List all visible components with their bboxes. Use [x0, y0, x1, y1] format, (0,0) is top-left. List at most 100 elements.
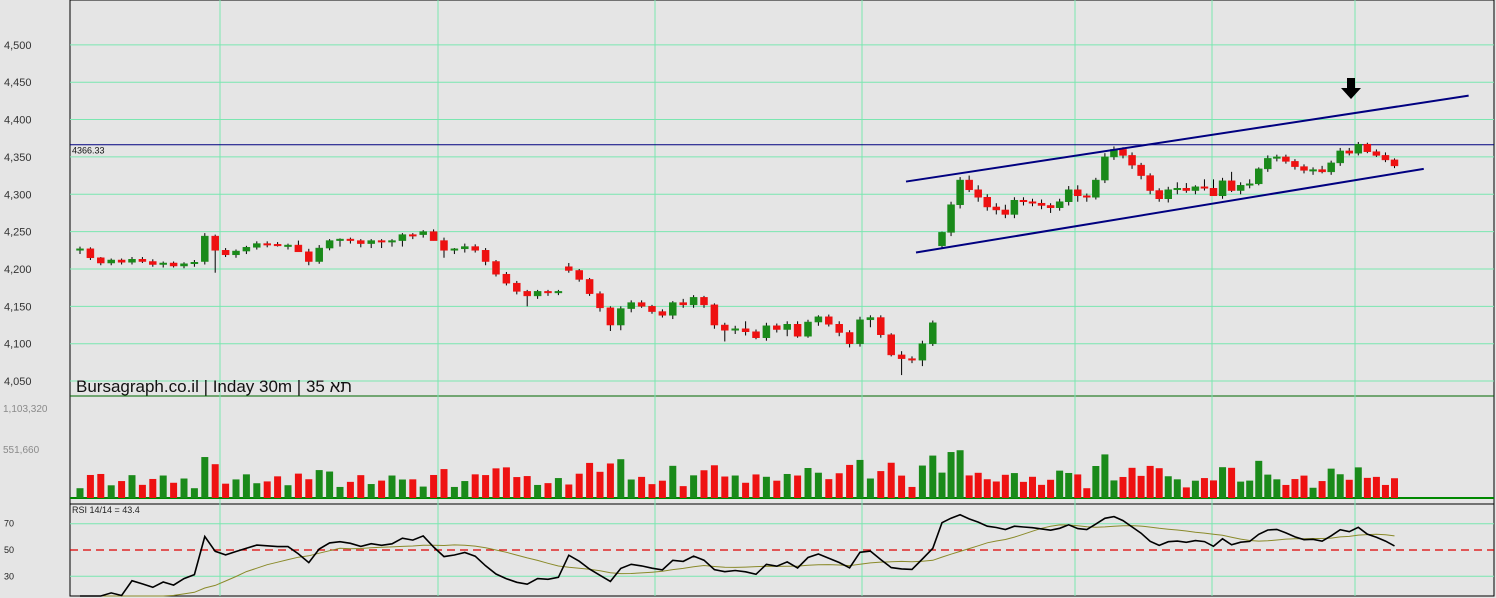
volume-tick-label: 1,103,320 — [3, 404, 48, 415]
candle-body — [284, 244, 292, 247]
y-tick-label: 4,300 — [4, 189, 32, 201]
candle-body — [689, 297, 698, 306]
volume-bar — [1282, 484, 1290, 498]
candle-body — [1336, 150, 1344, 164]
candle-body — [149, 261, 157, 265]
volume-bar — [1182, 487, 1190, 498]
candle-body — [221, 250, 230, 256]
candle-body — [357, 240, 365, 244]
candle-body — [762, 325, 771, 338]
y-tick-label: 4,350 — [4, 152, 32, 164]
rsi-title: RSI 14/14 = 43.4 — [72, 505, 140, 515]
volume-bar — [138, 484, 146, 498]
candle-body — [1327, 162, 1335, 173]
volume-bar — [617, 459, 625, 498]
candle-body — [752, 331, 760, 338]
volume-bar — [1309, 487, 1317, 498]
candle-body — [617, 308, 625, 326]
volume-bar — [1119, 476, 1127, 498]
candle-body — [825, 316, 833, 325]
candle-body — [679, 302, 687, 306]
volume-bar — [638, 476, 646, 498]
volume-bar — [346, 481, 354, 498]
volume-bar — [107, 485, 115, 498]
candle-body — [1318, 169, 1326, 173]
volume-bar — [1010, 473, 1018, 498]
volume-bar — [1318, 481, 1326, 498]
volume-bar — [731, 475, 739, 498]
candle-body — [513, 282, 521, 292]
candle-body — [565, 266, 573, 271]
volume-bar — [253, 483, 261, 498]
candle-body — [887, 334, 895, 356]
volume-bar — [388, 475, 396, 498]
volume-bar — [1336, 474, 1344, 498]
volume-bar — [586, 462, 594, 498]
volume-bar — [513, 477, 521, 498]
candle-body — [1200, 186, 1209, 189]
volume-bar — [471, 474, 479, 498]
candle-body — [1291, 161, 1299, 167]
volume-bar — [378, 480, 386, 498]
y-tick-label: 4,500 — [4, 40, 32, 52]
candle-body — [1101, 156, 1109, 181]
y-tick-label: 4,250 — [4, 227, 32, 239]
volume-bar — [1372, 476, 1380, 498]
candle-body — [190, 262, 199, 265]
candle-body — [159, 262, 167, 265]
candle-body — [1372, 151, 1381, 156]
candle-body — [1209, 188, 1218, 197]
volume-bar — [1110, 480, 1118, 498]
candle-body — [263, 243, 271, 246]
volume-bar — [534, 484, 542, 498]
volume-bar — [1210, 480, 1217, 498]
volume-bar — [700, 470, 708, 498]
candle-body — [938, 232, 946, 247]
volume-bar — [159, 475, 167, 498]
volume-bar — [419, 486, 427, 498]
candle-body — [721, 324, 729, 331]
volume-bar — [1128, 467, 1136, 498]
volume-bar — [336, 486, 344, 498]
candle-body — [211, 235, 219, 251]
volume-bar — [965, 475, 973, 498]
volume-tick-label: 551,660 — [3, 445, 40, 456]
volume-bar — [947, 452, 955, 498]
candle-body — [1182, 188, 1191, 191]
volume-bar — [1092, 466, 1100, 498]
volume-bar — [938, 472, 946, 498]
volume-bar — [898, 475, 906, 498]
candle-body — [1119, 149, 1127, 156]
candle-body — [325, 240, 334, 249]
volume-bar — [690, 475, 698, 498]
volume-bar — [887, 462, 895, 498]
candle-body — [606, 307, 615, 326]
candle-body — [1055, 201, 1064, 208]
candle-body — [1345, 150, 1353, 154]
candle-body — [918, 343, 927, 361]
volume-bar — [211, 464, 219, 498]
volume-bar — [606, 463, 614, 498]
candle-body — [804, 321, 812, 337]
rsi-line — [80, 513, 1395, 597]
volume-bar — [1228, 467, 1236, 498]
volume-bar — [1264, 474, 1272, 498]
candle-body — [1074, 189, 1082, 197]
candle-body — [1046, 205, 1055, 208]
candle-body — [117, 259, 126, 263]
candle-body — [253, 243, 261, 248]
candle-body — [1173, 188, 1182, 191]
candle-body — [658, 311, 667, 316]
candle-body — [1236, 185, 1245, 191]
volume-bar — [128, 475, 136, 498]
volume-bar — [742, 482, 750, 498]
candle-body — [502, 273, 511, 284]
candle-body — [377, 240, 386, 243]
rsi-tick-label: 50 — [4, 545, 14, 555]
volume-bar — [232, 479, 240, 498]
volume-bar — [1056, 470, 1064, 498]
volume-bar — [908, 486, 916, 498]
volume-bar — [482, 475, 490, 498]
candle-body — [533, 291, 542, 297]
volume-bar — [877, 471, 885, 498]
